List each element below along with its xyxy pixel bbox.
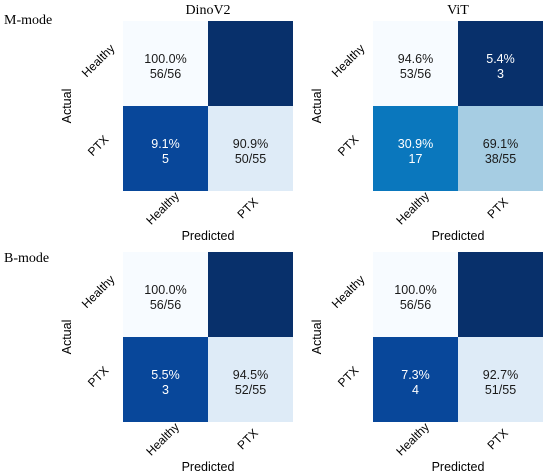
cell-count-label: 51/55 <box>485 383 516 397</box>
x-axis-label: Predicted <box>432 460 485 471</box>
heatmap-cell <box>208 337 293 422</box>
x-tick-label: PTX <box>484 195 510 221</box>
confusion-matrix-panel-4: 100.0%56/56 7.3%4 92.7%51/55 Healthy PTX Heal… <box>310 252 543 471</box>
heatmap-cell <box>458 337 543 422</box>
y-tick-label: Healthy <box>79 41 118 80</box>
cell-percent-label: 7.3% <box>401 368 430 382</box>
cell-count-label: 38/55 <box>485 152 516 166</box>
heatmap-cell <box>123 252 208 337</box>
panel-title: ViT <box>447 3 469 18</box>
heatmap-cell <box>458 106 543 191</box>
cell-percent-label: 100.0% <box>144 283 186 297</box>
confusion-matrix-panel-3: 100.0%56/56 5.5%3 94.5%52/55 Healthy PTX Heal… <box>60 252 293 471</box>
cell-percent-label: 69.1% <box>483 137 518 151</box>
cell-percent-label: 90.9% <box>233 137 268 151</box>
y-tick-label: PTX <box>85 132 111 158</box>
x-tick-label: Healthy <box>143 420 182 459</box>
cell-percent-label: 100.0% <box>394 283 436 297</box>
heatmap-cell <box>208 21 293 106</box>
cell-count-label: 4 <box>412 383 419 397</box>
x-tick-label: Healthy <box>393 420 432 459</box>
cell-percent-label: 5.4% <box>486 52 515 66</box>
cell-percent-label: 9.1% <box>151 137 180 151</box>
cell-percent-label: 94.6% <box>398 52 433 66</box>
confusion-matrix-panels: DinoV2100.0%56/569.1%590.9%50/55HealthyP… <box>60 3 543 471</box>
y-tick-label: Healthy <box>79 272 118 311</box>
heatmap-cell <box>458 252 543 337</box>
x-axis-label: Predicted <box>182 460 235 471</box>
x-tick-label: PTX <box>484 426 510 452</box>
cell-count-label: 50/55 <box>235 152 266 166</box>
cell-count-label: 53/56 <box>400 67 431 81</box>
y-tick-label: PTX <box>335 363 361 389</box>
y-axis-label: Actual <box>60 89 74 124</box>
x-axis-label: Predicted <box>432 229 485 243</box>
x-tick-label: PTX <box>234 195 260 221</box>
heatmap-cell <box>123 106 208 191</box>
x-tick-label: Healthy <box>393 189 432 228</box>
confusion-matrix-panel-2: ViT 94.6%53/56 5.4%3 30.9%17 69.1%38/55 Healt… <box>310 3 543 243</box>
y-axis-label: Actual <box>310 89 324 124</box>
y-tick-label: Healthy <box>329 272 368 311</box>
heatmap-cell <box>373 21 458 106</box>
cell-percent-label: 30.9% <box>398 137 433 151</box>
cell-count-label: 52/55 <box>235 383 266 397</box>
heatmap-cell <box>373 337 458 422</box>
heatmap-cell <box>208 106 293 191</box>
confusion-matrix-panel-1: DinoV2100.0%56/569.1%590.9%50/55HealthyP… <box>60 3 293 243</box>
cell-count-label: 17 <box>409 152 423 166</box>
cell-count-label: 56/56 <box>400 298 431 312</box>
heatmap-cell <box>208 252 293 337</box>
cell-count-label: 3 <box>162 383 169 397</box>
heatmap-cell <box>123 21 208 106</box>
cell-percent-label: 94.5% <box>233 368 268 382</box>
cell-percent-label: 5.5% <box>151 368 180 382</box>
cell-count-label: 5 <box>162 152 169 166</box>
cell-count-label: 3 <box>497 67 504 81</box>
heatmap-cell <box>373 106 458 191</box>
y-tick-label: PTX <box>335 132 361 158</box>
y-axis-label: Actual <box>310 320 324 355</box>
heatmap-cell <box>123 337 208 422</box>
cell-percent-label: 100.0% <box>144 52 186 66</box>
row-label-b-mode: B-mode <box>4 251 49 266</box>
x-tick-label: Healthy <box>143 189 182 228</box>
x-axis-label: Predicted <box>182 229 235 243</box>
y-tick-label: PTX <box>85 363 111 389</box>
cell-percent-label: 92.7% <box>483 368 518 382</box>
heatmap-cell <box>373 252 458 337</box>
y-tick-label: Healthy <box>329 41 368 80</box>
heatmap-cell <box>458 21 543 106</box>
x-tick-label: PTX <box>234 426 260 452</box>
cell-count-label: 56/56 <box>150 67 181 81</box>
panel-title: DinoV2 <box>185 3 230 18</box>
row-label-m-mode: M-mode <box>4 13 52 28</box>
cell-count-label: 56/56 <box>150 298 181 312</box>
y-axis-label: Actual <box>60 320 74 355</box>
